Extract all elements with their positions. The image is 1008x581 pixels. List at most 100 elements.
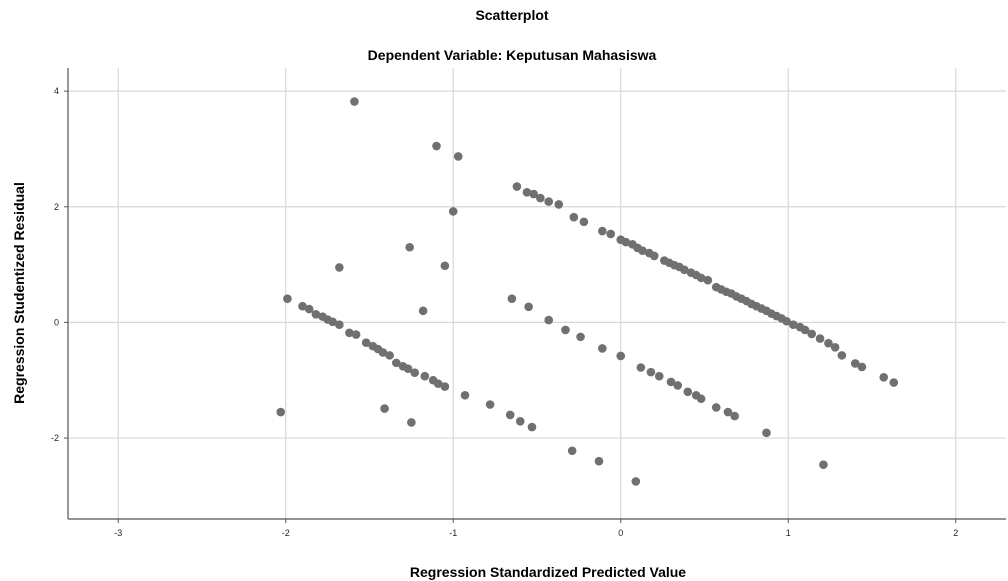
data-point [567, 446, 577, 456]
x-tick-labels: -3 -2 -1 0 1 2 [114, 528, 958, 538]
data-point [544, 315, 554, 325]
data-point [879, 373, 889, 382]
data-point [407, 418, 416, 427]
data-point [311, 310, 321, 319]
data-point [730, 411, 739, 421]
data-point [666, 377, 676, 387]
data-point [403, 364, 413, 373]
data-point [380, 404, 389, 413]
data-point [576, 332, 585, 342]
data-point [606, 229, 615, 239]
chart-title: Scatterplot [475, 7, 548, 23]
data-point [631, 477, 641, 486]
data-point [448, 207, 458, 216]
data-point [621, 237, 631, 247]
data-point [654, 371, 664, 381]
data-point [703, 275, 713, 285]
data-point [304, 304, 314, 314]
data-point [544, 197, 554, 206]
data-point [418, 306, 428, 316]
data-point [283, 294, 292, 304]
data-point [649, 251, 659, 261]
data-point [696, 394, 706, 404]
data-point [392, 358, 401, 368]
x-tick-label: 2 [953, 528, 958, 538]
data-point [807, 329, 816, 339]
data-point [646, 367, 656, 377]
data-point [522, 188, 532, 197]
data-point [460, 390, 470, 400]
data-point [638, 246, 647, 256]
data-point [569, 212, 579, 222]
data-point [673, 381, 682, 390]
data-point [889, 378, 899, 387]
data-point [328, 317, 337, 327]
data-point [616, 351, 626, 361]
y-tick-label: 2 [54, 202, 59, 212]
data-point [507, 294, 517, 304]
data-point [410, 368, 420, 378]
data-point [815, 334, 825, 343]
data-point [505, 410, 515, 420]
data-point [433, 379, 443, 389]
data-point [298, 301, 307, 311]
data-point [696, 273, 706, 283]
data-point [598, 344, 607, 353]
data-point [512, 182, 522, 191]
data-point [276, 407, 286, 417]
plot-frame [64, 68, 1006, 523]
data-point [554, 200, 564, 209]
data-point [527, 422, 537, 432]
data-point [683, 387, 693, 397]
data-point [361, 338, 371, 347]
x-tick-label: 0 [618, 528, 623, 538]
data-point [515, 416, 525, 426]
data-point [561, 325, 570, 335]
data-point [420, 371, 430, 381]
data-points [276, 97, 899, 486]
data-point [762, 428, 771, 438]
data-point [680, 265, 689, 275]
data-point [453, 152, 463, 161]
data-point [711, 403, 721, 412]
data-point [536, 193, 545, 203]
data-point [440, 261, 450, 271]
grid-lines [68, 68, 1006, 519]
data-point [351, 330, 361, 339]
x-tick-label: -1 [449, 528, 457, 538]
data-point [335, 320, 344, 330]
data-point [782, 316, 791, 326]
x-tick-label: -3 [114, 528, 122, 538]
data-point [850, 359, 860, 368]
data-point [594, 456, 604, 466]
y-tick-label: -2 [51, 433, 59, 443]
data-point [524, 302, 533, 312]
data-point [335, 263, 344, 272]
y-axis-label: Regression Studentized Residual [11, 182, 27, 404]
data-point [788, 320, 798, 330]
data-point [350, 97, 359, 106]
data-point [824, 338, 833, 348]
data-point [432, 141, 441, 151]
data-point [723, 407, 733, 417]
data-point [385, 351, 394, 360]
chart-subtitle: Dependent Variable: Keputusan Mahasiswa [368, 47, 657, 63]
data-point [857, 362, 867, 372]
y-tick-labels: -2 0 2 4 [51, 86, 59, 443]
data-point [598, 226, 607, 236]
data-point [636, 363, 646, 372]
data-point [529, 189, 538, 199]
x-tick-label: 1 [786, 528, 791, 538]
data-point [345, 328, 354, 338]
y-tick-label: 4 [54, 86, 59, 96]
data-point [378, 348, 388, 357]
data-point [440, 382, 450, 391]
x-axis-label: Regression Standardized Predicted Value [410, 564, 686, 580]
x-tick-label: -2 [282, 528, 290, 538]
data-point [830, 342, 840, 352]
data-point [800, 325, 810, 335]
data-point [485, 400, 495, 409]
data-point [579, 217, 589, 227]
data-point [819, 460, 828, 469]
